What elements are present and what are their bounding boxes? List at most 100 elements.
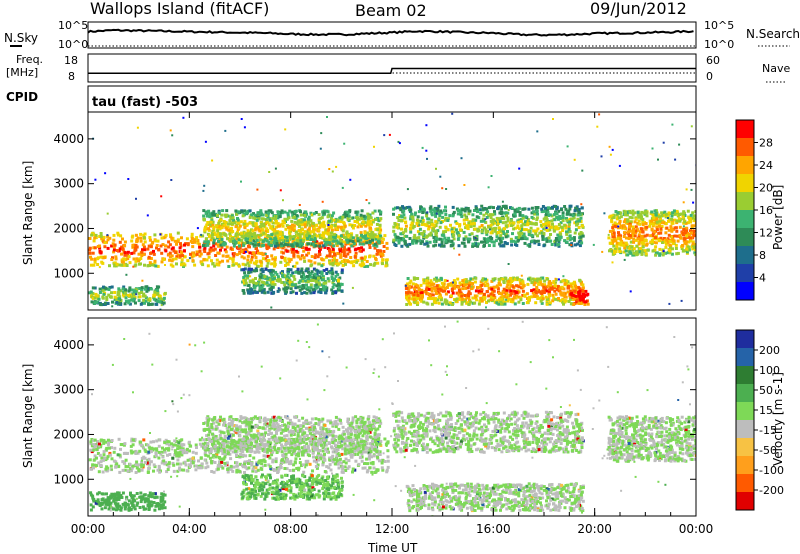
power-cell [369,226,372,230]
power-cell [653,212,657,216]
power-cell [432,244,436,248]
power-cell [292,252,296,256]
power-cell [108,264,111,268]
power-cell [323,285,327,289]
power-cell [370,222,373,226]
power-cell [502,287,506,291]
power-cell [318,244,322,248]
power-cell [622,250,626,254]
power-cell [479,211,483,215]
power-cell [547,214,550,217]
power-cell [300,218,304,222]
power-cell [393,242,397,246]
power-cell [450,239,454,243]
power-cell [458,224,462,228]
power-cell [355,260,358,264]
power-cell [662,251,666,255]
power-cell [424,288,428,292]
power-cell [543,237,547,241]
power-cell [678,143,681,146]
power-cell [505,296,509,300]
power-cell [186,259,190,263]
power-cell [521,222,525,226]
power-cell [637,250,641,254]
power-cell [273,277,276,281]
power-cell [154,292,158,296]
power-cell [100,236,104,240]
power-cell [493,300,497,304]
power-cell [455,291,459,295]
power-cell [255,264,259,268]
power-cell [454,220,458,224]
power-cell [218,234,222,238]
power-cell [444,239,448,243]
power-cell [675,252,679,256]
power-cell [566,220,570,224]
power-cell [557,209,561,213]
power-cell [125,273,128,276]
power-cell [273,261,277,264]
power-cell [444,205,447,209]
power-cell [601,250,604,253]
power-cell [213,247,217,251]
power-cell [322,281,326,285]
power-cell [360,246,364,250]
power-cell [577,291,581,295]
power-cell [640,252,644,256]
power-cell [252,224,256,228]
power-cell [680,247,684,250]
power-cell [298,204,301,206]
power-cell [473,209,476,212]
power-cell [321,200,324,203]
power-cell [506,216,510,220]
power-cell [306,242,310,246]
power-cell [682,210,686,214]
power-cell [610,216,614,220]
power-cell [169,235,173,239]
power-cell [161,243,165,246]
power-cell [370,236,374,240]
power-cell [250,255,254,259]
power-cell [469,300,473,304]
power-cell [454,281,457,285]
power-cell [526,223,530,227]
power-cell [203,240,207,244]
power-cell [525,301,529,305]
power-cell [333,224,337,227]
power-cell [256,188,259,191]
power-cell [497,217,501,221]
power-cell [487,236,491,240]
power-cell [561,229,565,232]
power-cell [436,229,440,233]
power-cell [649,240,653,244]
power-cell [446,279,449,282]
power-cell [458,296,462,300]
power-cell [624,211,627,215]
power-cell [332,211,336,215]
power-cell [336,241,340,245]
power-cell [498,220,502,224]
power-cell [157,294,161,298]
velocity-cell [247,466,251,470]
power-cell [374,237,378,241]
power-cell [507,280,511,283]
power-cell [300,245,304,249]
power-cell [624,249,628,253]
power-cell [693,251,696,255]
power-cell [307,270,310,274]
power-cell [379,210,383,214]
power-cell [655,251,659,255]
power-cell [115,262,119,266]
power-cell [348,209,352,213]
power-cell [149,243,153,247]
power-cell [548,288,552,292]
power-cell [580,206,584,210]
power-cell [548,213,552,217]
power-cell [467,303,471,306]
power-cell [532,210,536,214]
power-cell [422,290,426,294]
power-cell [553,239,557,243]
power-cell [382,250,386,253]
power-cell [298,285,302,289]
power-cell [618,219,622,223]
